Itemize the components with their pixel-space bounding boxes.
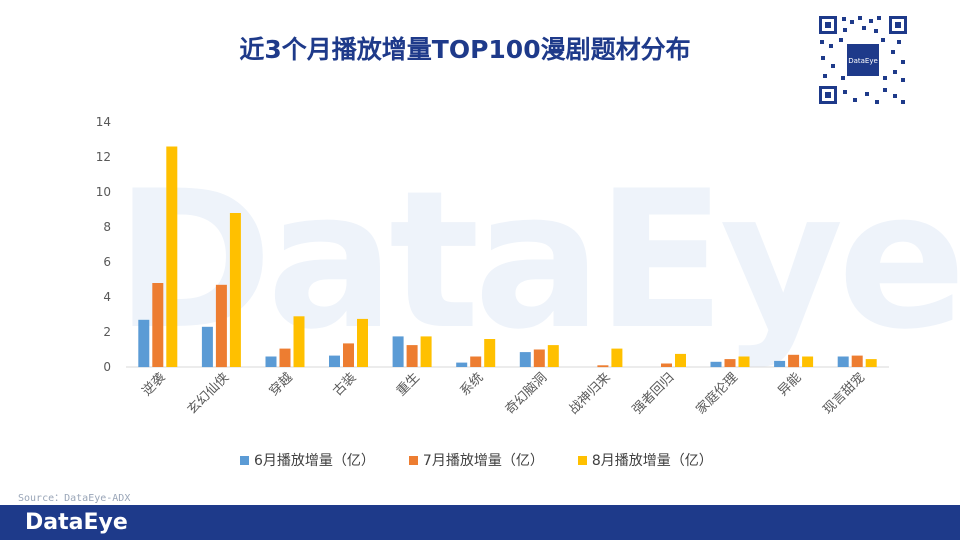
- y-tick-label: 8: [103, 220, 111, 234]
- bar-july: [724, 359, 736, 367]
- source-note: Source：DataEye-ADX: [18, 493, 131, 504]
- footer-logo: DataEye: [25, 510, 128, 535]
- bar-august: [420, 336, 432, 367]
- bar-june: [392, 336, 404, 367]
- bar-july: [406, 345, 418, 367]
- bar-june: [837, 356, 849, 367]
- x-tick-label: 战神归来: [566, 370, 613, 417]
- legend-item-june: 6月播放增量（亿）: [240, 450, 375, 470]
- bar-july: [661, 363, 672, 367]
- bar-july: [533, 349, 545, 367]
- x-tick-label: 重生: [393, 370, 423, 400]
- bar-august: [802, 356, 814, 367]
- watermark: DataEye: [115, 150, 960, 371]
- x-tick-label: 逆袭: [139, 370, 169, 400]
- y-tick-label: 14: [96, 115, 111, 129]
- x-axis: 逆袭 玄幻仙侠 穿越 古装 重生 系统 奇幻脑洞 战神归来 强者回归 家庭伦理 异能 现言甜宠: [139, 370, 868, 418]
- bar-july: [788, 354, 800, 368]
- bar-august: [293, 316, 305, 368]
- y-tick-label: 10: [96, 185, 111, 199]
- legend-swatch-june: [240, 455, 249, 465]
- bar-june: [710, 361, 722, 368]
- bar-july: [597, 365, 609, 368]
- x-tick-label: 系统: [458, 370, 487, 399]
- bar-june: [519, 352, 531, 367]
- bar-august: [166, 146, 178, 367]
- x-tick-label: 古装: [330, 370, 359, 399]
- legend-label-august: 8月播放增量（亿）: [591, 453, 713, 469]
- qr-logo-text: DataEye: [848, 57, 878, 65]
- bar-august: [865, 359, 877, 367]
- bar-august: [738, 356, 750, 367]
- x-tick-label: 奇幻脑洞: [502, 370, 550, 418]
- bars: [138, 146, 877, 368]
- bar-july: [851, 355, 863, 367]
- legend-label-june: 6月播放增量（亿）: [254, 453, 375, 469]
- x-tick-label: 玄幻仙侠: [185, 370, 232, 417]
- legend-swatch-august: [577, 455, 587, 465]
- bar-july: [152, 283, 164, 367]
- footer-bar: DataEye: [0, 505, 960, 540]
- y-axis: 0 2 4 6 8 10 12 14: [96, 115, 111, 374]
- legend-label-july: 7月播放增量（亿）: [422, 453, 544, 469]
- bar-august: [675, 353, 686, 367]
- qr-code: DataEye: [817, 14, 909, 106]
- bar-july: [343, 343, 354, 367]
- y-tick-label: 4: [103, 290, 111, 304]
- y-tick-label: 0: [103, 360, 111, 374]
- x-tick-label: 现言甜宠: [820, 370, 868, 418]
- legend-item-july: 7月播放增量（亿）: [408, 450, 544, 470]
- bar-july: [470, 356, 482, 367]
- bar-june: [138, 319, 150, 368]
- bar-june: [774, 360, 786, 367]
- bar-june: [201, 326, 213, 368]
- bar-august: [357, 318, 368, 367]
- bar-july: [279, 348, 291, 367]
- bar-june: [456, 362, 468, 367]
- y-tick-label: 12: [96, 150, 111, 164]
- legend: 6月播放增量（亿） 7月播放增量（亿） 8月播放增量（亿）: [240, 450, 713, 470]
- bar-august: [611, 348, 623, 367]
- bar-june: [329, 355, 340, 367]
- x-tick-label: 家庭伦理: [693, 370, 741, 418]
- legend-swatch-july: [408, 455, 418, 465]
- x-tick-label: 强者回归: [630, 370, 677, 417]
- legend-item-august: 8月播放增量（亿）: [577, 450, 713, 470]
- bar-august: [547, 345, 559, 367]
- y-tick-label: 2: [103, 325, 111, 339]
- x-tick-label: 穿越: [266, 370, 296, 400]
- x-tick-label: 异能: [775, 370, 804, 399]
- y-tick-label: 6: [103, 255, 111, 269]
- chart-title: 近3个月播放增量TOP100漫剧题材分布: [239, 35, 691, 64]
- bar-july: [215, 284, 227, 368]
- bar-june: [265, 356, 277, 367]
- bar-august: [229, 213, 241, 367]
- bar-august: [484, 339, 496, 367]
